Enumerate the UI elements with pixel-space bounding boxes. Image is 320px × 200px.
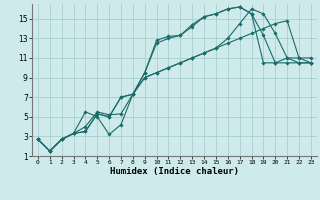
- X-axis label: Humidex (Indice chaleur): Humidex (Indice chaleur): [110, 167, 239, 176]
